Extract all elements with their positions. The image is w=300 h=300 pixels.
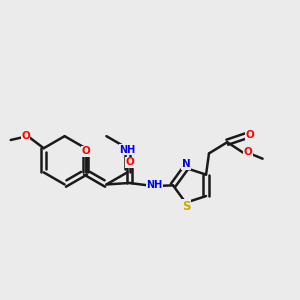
Text: NH: NH <box>119 145 136 155</box>
Text: O: O <box>81 146 90 156</box>
Text: S: S <box>182 200 190 213</box>
Text: O: O <box>125 158 134 167</box>
Text: O: O <box>21 130 30 141</box>
Text: N: N <box>182 159 190 170</box>
Text: O: O <box>245 130 254 140</box>
Text: O: O <box>244 147 252 157</box>
Text: NH: NH <box>147 180 163 190</box>
